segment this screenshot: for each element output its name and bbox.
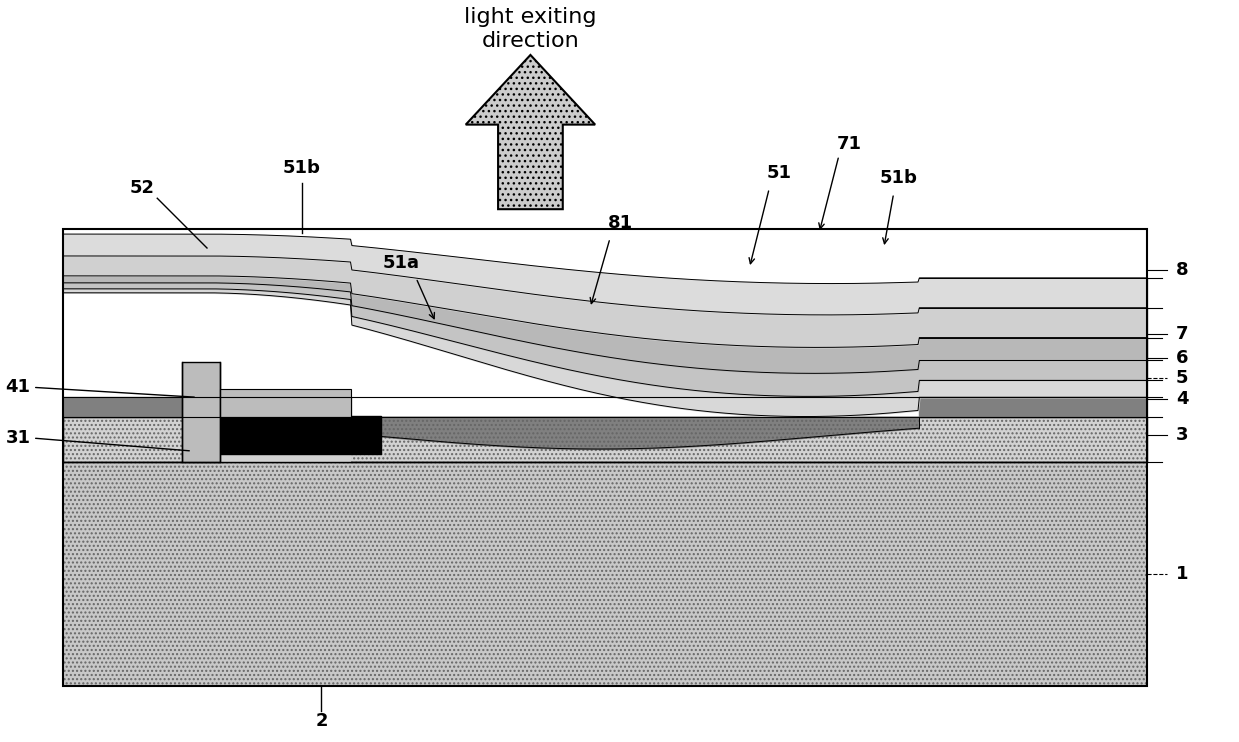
Bar xyxy=(182,362,221,462)
Text: light exiting
direction: light exiting direction xyxy=(465,7,597,50)
Text: 51: 51 xyxy=(767,165,792,183)
Text: 81: 81 xyxy=(607,214,633,232)
Bar xyxy=(63,462,1147,686)
Text: 8: 8 xyxy=(1176,261,1188,279)
Text: 3: 3 xyxy=(1176,426,1188,444)
Bar xyxy=(63,462,1147,686)
Text: 52: 52 xyxy=(130,180,155,197)
Text: 4: 4 xyxy=(1176,390,1188,408)
Bar xyxy=(63,417,1147,462)
Text: 71: 71 xyxy=(836,134,861,153)
Text: 5: 5 xyxy=(1176,370,1188,387)
Bar xyxy=(187,416,382,454)
Text: 7: 7 xyxy=(1176,324,1188,343)
Text: 2: 2 xyxy=(315,712,327,729)
Bar xyxy=(227,391,281,416)
Bar xyxy=(63,229,1147,686)
Text: 51b: 51b xyxy=(282,160,321,177)
Bar xyxy=(63,417,1147,462)
Bar xyxy=(182,362,221,462)
Bar xyxy=(63,462,1147,686)
Bar xyxy=(63,278,1147,308)
Text: 31: 31 xyxy=(5,429,31,447)
Text: 51b: 51b xyxy=(880,169,918,187)
Text: 6: 6 xyxy=(1176,349,1188,367)
Bar xyxy=(63,417,1147,462)
Polygon shape xyxy=(466,55,595,209)
Text: 1: 1 xyxy=(1176,565,1188,583)
Text: 51a: 51a xyxy=(383,254,420,272)
Bar xyxy=(221,417,352,462)
Text: 41: 41 xyxy=(5,378,31,396)
Bar xyxy=(221,390,352,417)
